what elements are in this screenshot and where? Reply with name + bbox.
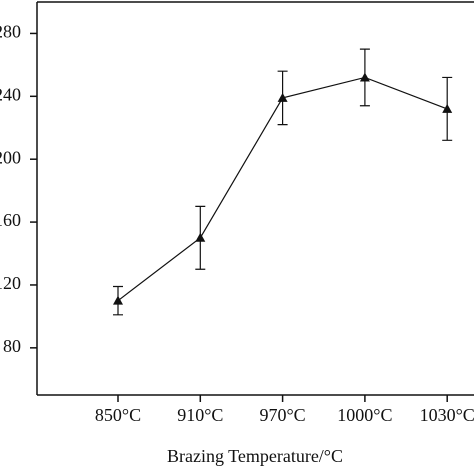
x-tick-label: 1030°C bbox=[420, 405, 474, 425]
y-tick-label: 120 bbox=[0, 273, 21, 293]
marker bbox=[359, 72, 370, 82]
x-tick-label: 850°C bbox=[95, 405, 141, 425]
marker bbox=[195, 232, 206, 242]
x-tick-label: 1000°C bbox=[337, 405, 392, 425]
y-tick-label: 80 bbox=[3, 336, 21, 356]
y-tick-label: 200 bbox=[0, 147, 21, 167]
marker bbox=[277, 92, 288, 102]
y-tick-label: 240 bbox=[0, 84, 21, 104]
marker bbox=[442, 103, 453, 113]
x-tick-label: 970°C bbox=[259, 405, 305, 425]
x-axis-label: Brazing Temperature/°C bbox=[167, 446, 343, 466]
x-tick-label: 910°C bbox=[177, 405, 223, 425]
y-tick-label: 160 bbox=[0, 210, 21, 230]
y-tick-label: 280 bbox=[0, 22, 21, 42]
marker bbox=[113, 295, 123, 305]
